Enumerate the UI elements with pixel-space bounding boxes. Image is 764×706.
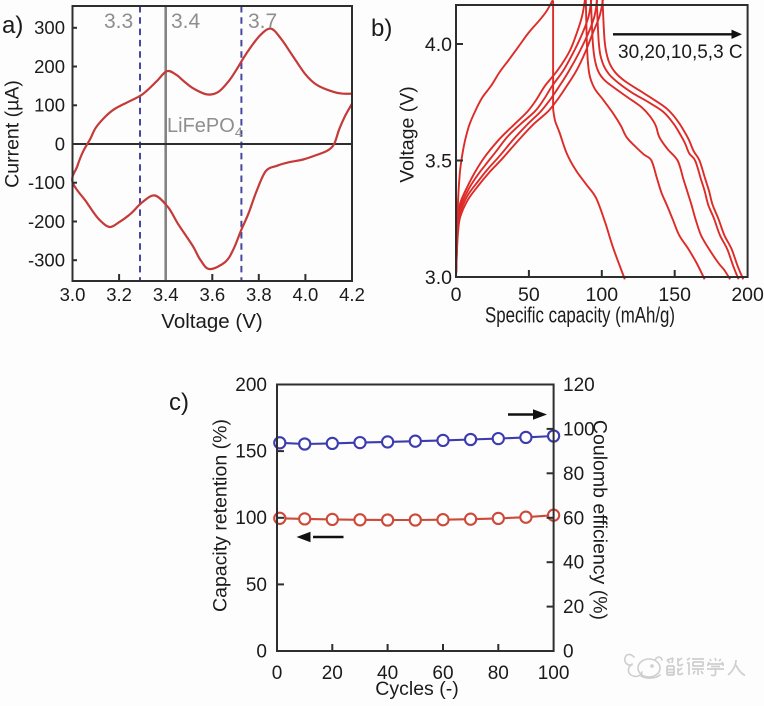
svg-text:4.0: 4.0 (293, 284, 319, 305)
svg-text:LiFePO4: LiFePO4 (167, 115, 243, 140)
svg-text:60: 60 (432, 663, 453, 684)
svg-text:Voltage (V): Voltage (V) (161, 310, 262, 333)
svg-text:-100: -100 (28, 172, 65, 193)
svg-text:4.2: 4.2 (339, 284, 365, 305)
svg-text:50: 50 (518, 284, 540, 306)
svg-text:0: 0 (256, 642, 267, 663)
svg-text:-300: -300 (28, 250, 65, 271)
svg-text:Voltage (V): Voltage (V) (397, 86, 419, 182)
svg-text:3.7: 3.7 (248, 10, 277, 33)
svg-text:3.8: 3.8 (246, 284, 272, 305)
svg-text:Cycles (-): Cycles (-) (375, 678, 458, 700)
svg-text:20: 20 (322, 663, 343, 684)
svg-text:4.0: 4.0 (425, 34, 452, 56)
svg-text:Current (µA): Current (µA) (2, 80, 24, 188)
svg-text:3.0: 3.0 (60, 284, 86, 305)
svg-text:0: 0 (563, 642, 574, 663)
svg-text:40: 40 (563, 553, 584, 574)
svg-text:120: 120 (563, 375, 595, 396)
svg-text:Specific capacity (mAh/g): Specific capacity (mAh/g) (485, 303, 675, 328)
svg-text:0: 0 (272, 663, 283, 684)
svg-text:Coulomb efficiency (%): Coulomb efficiency (%) (589, 420, 611, 620)
svg-text:3.4: 3.4 (171, 10, 201, 33)
svg-text:-200: -200 (28, 211, 65, 232)
svg-text:3.5: 3.5 (425, 151, 452, 173)
svg-text:0: 0 (55, 133, 65, 154)
svg-text:3.3: 3.3 (104, 10, 133, 33)
svg-text:100: 100 (34, 95, 65, 116)
svg-text:50: 50 (246, 575, 267, 596)
svg-text:100: 100 (538, 663, 570, 684)
svg-text:100: 100 (586, 284, 619, 306)
svg-text:20: 20 (563, 597, 584, 618)
svg-text:150: 150 (235, 442, 267, 463)
svg-text:b): b) (371, 15, 392, 42)
svg-text:100: 100 (563, 419, 595, 440)
svg-text:Capacity retention (%): Capacity retention (%) (210, 419, 232, 612)
svg-text:40: 40 (377, 663, 398, 684)
svg-text:30,20,10,5,3 C: 30,20,10,5,3 C (618, 42, 743, 63)
svg-text:200: 200 (731, 284, 764, 306)
svg-text:80: 80 (488, 663, 509, 684)
svg-text:a): a) (2, 12, 23, 39)
svg-text:3.0: 3.0 (425, 267, 452, 289)
svg-text:150: 150 (658, 284, 691, 306)
svg-text:300: 300 (34, 17, 65, 38)
svg-text:60: 60 (563, 508, 584, 529)
svg-text:80: 80 (563, 464, 584, 485)
svg-text:c): c) (169, 389, 189, 416)
svg-text:3.2: 3.2 (106, 284, 132, 305)
svg-text:200: 200 (34, 56, 65, 77)
svg-text:0: 0 (451, 284, 462, 306)
svg-text:200: 200 (235, 375, 267, 396)
svg-text:3.6: 3.6 (199, 284, 225, 305)
svg-text:100: 100 (235, 508, 267, 529)
svg-text:3.4: 3.4 (153, 284, 179, 305)
